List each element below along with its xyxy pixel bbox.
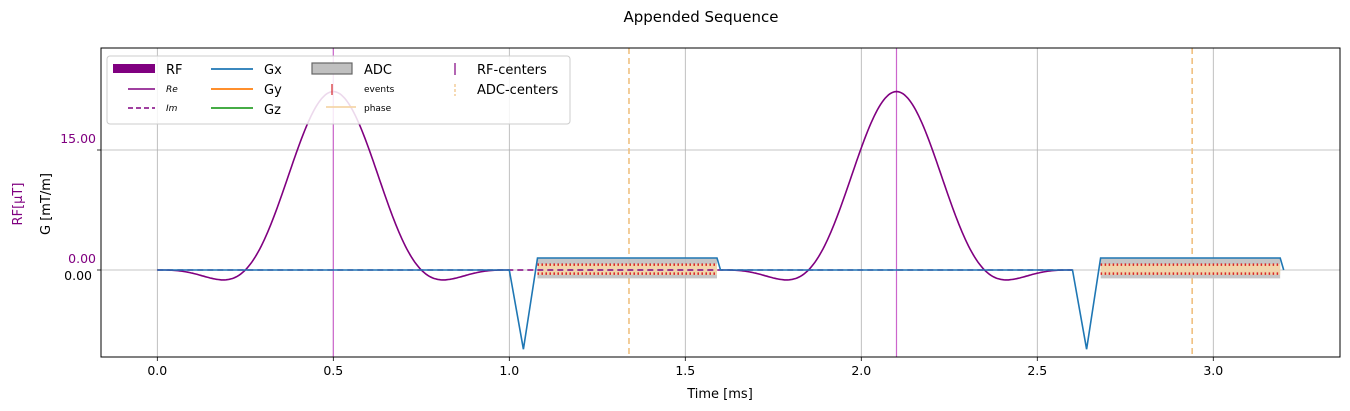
legend-label-gz: Gz <box>264 103 281 118</box>
legend-label-gy: Gy <box>264 83 282 98</box>
x-axis-label: Time [ms] <box>686 387 753 402</box>
legend-label-re: Re <box>166 85 178 95</box>
adc-phase-band <box>1100 264 1281 275</box>
gx-trace <box>157 257 1285 350</box>
legend-label-phase: phase <box>364 104 392 114</box>
legend-label-events: events <box>364 85 395 95</box>
chart-title: Appended Sequence <box>623 8 778 26</box>
x-tick-label: 1.0 <box>499 363 519 378</box>
x-tick-label: 0.5 <box>323 363 343 378</box>
x-tick-label: 2.0 <box>851 363 871 378</box>
legend-box <box>106 55 571 125</box>
rf-tick-label: 0.00 <box>68 251 96 266</box>
legend-label-rf: RF <box>166 63 183 78</box>
legend-label-rfc: RF-centers <box>477 63 547 78</box>
rf-axis-label: RF[μT] <box>11 183 26 226</box>
x-tick-label: 1.5 <box>675 363 695 378</box>
x-tick-label: 0.0 <box>147 363 167 378</box>
g-tick-label: 0.00 <box>64 268 92 283</box>
rf-tick-label: 15.00 <box>60 131 96 146</box>
legend-label-im: Im <box>166 104 178 114</box>
legend-swatch-rf <box>113 64 155 73</box>
series-layer <box>157 90 1285 350</box>
legend-label-adc: ADC <box>364 63 392 78</box>
rf-re-trace <box>720 90 1073 281</box>
legend-label-adcc: ADC-centers <box>477 83 558 98</box>
adc-phase-band <box>537 264 717 275</box>
legend: RF Re Im Gx Gy Gz ADC events phase RF-centers ADC-… <box>106 55 571 125</box>
legend-swatch-adc <box>311 62 353 75</box>
g-axis-label: G [mT/m] <box>39 173 54 235</box>
y-axis: 0.00 15.00 0.00 <box>60 131 101 283</box>
x-tick-label: 2.5 <box>1027 363 1047 378</box>
x-tick-label: 3.0 <box>1203 363 1223 378</box>
adc-layer <box>537 258 1281 279</box>
legend-label-gx: Gx <box>264 63 282 78</box>
plot-frame <box>100 47 1341 358</box>
x-axis: 0.0 0.5 1.0 1.5 2.0 2.5 3.0 <box>147 357 1223 378</box>
